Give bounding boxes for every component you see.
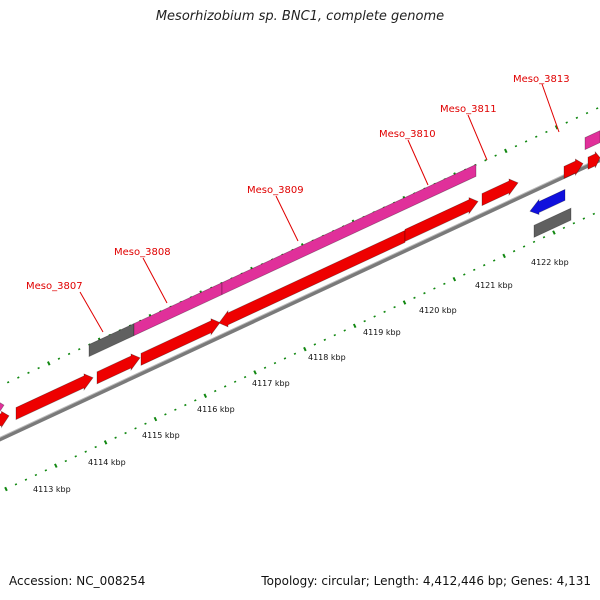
ruler-label-4121: 4121 kbp (475, 281, 513, 290)
cds-feature-3807 (15, 373, 94, 421)
ruler-labels: 4113 kbp 4114 kbp 4115 kbp 4116 kbp 4117… (33, 258, 569, 494)
genome-backbone-highlight (0, 157, 600, 438)
blue-feature-rna (529, 188, 566, 216)
cds-feature-3808 (140, 318, 221, 366)
ruler-label-4115: 4115 kbp (142, 431, 180, 440)
gene-feature-grey-3807 (88, 323, 135, 358)
ruler-label-4114: 4114 kbp (88, 458, 126, 467)
gene-label-meso-3808: Meso_3808 (114, 247, 171, 258)
gene-label-meso-3811: Meso_3811 (440, 104, 497, 115)
genome-backbone (0, 158, 600, 442)
cds-feature-small (96, 353, 141, 385)
gene-label-meso-3809: Meso_3809 (247, 185, 304, 196)
gene-label-meso-3813: Meso_3813 (513, 74, 570, 85)
ruler-label-4118: 4118 kbp (308, 353, 346, 362)
cds-feature-3813b (587, 150, 600, 170)
cds-feature-3813a (563, 158, 584, 179)
ruler-label-4119: 4119 kbp (363, 328, 401, 337)
ruler-label-4113: 4113 kbp (33, 485, 71, 494)
ruler-label-4122: 4122 kbp (531, 258, 569, 267)
ruler-label-4117: 4117 kbp (252, 379, 290, 388)
cds-feature-3809 (218, 229, 406, 328)
lower-dotted-ruler (4, 212, 596, 492)
gene-labels: Meso_3807 Meso_3808 Meso_3809 Meso_3810 … (26, 74, 570, 333)
grey-feature-below (533, 207, 572, 238)
gene-feature-meso-3809-pink (221, 163, 477, 296)
cds-feature-3811 (481, 178, 519, 207)
genome-summary-text: Topology: circular; Length: 4,412,446 bp… (261, 574, 591, 588)
ruler-label-4120: 4120 kbp (419, 306, 457, 315)
gene-feature-meso-3813-pink (584, 130, 600, 151)
accession-text: Accession: NC_008254 (9, 574, 146, 588)
cds-feature-left-edge (0, 410, 10, 429)
map-title: Mesorhizobium sp. BNC1, complete genome (155, 9, 445, 24)
gene-label-meso-3807: Meso_3807 (26, 281, 83, 292)
cds-feature-3810 (404, 197, 479, 242)
ruler-label-4116: 4116 kbp (197, 405, 235, 414)
gene-feature-misc-left (0, 402, 5, 412)
gene-label-meso-3810: Meso_3810 (379, 129, 436, 140)
